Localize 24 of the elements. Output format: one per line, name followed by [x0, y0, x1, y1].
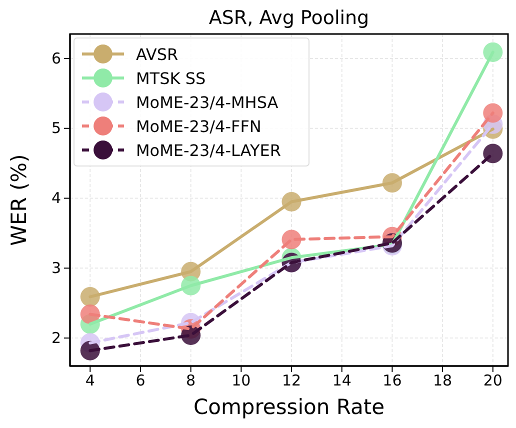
x-tick-label: 6	[136, 372, 146, 390]
legend-label: MTSK SS	[136, 69, 206, 88]
x-tick-label: 18	[433, 372, 452, 390]
x-tick-label: 12	[282, 372, 302, 390]
y-axis-title: WER (%)	[7, 154, 31, 246]
y-tick-label: 3	[51, 258, 61, 277]
y-tick-label: 5	[51, 119, 61, 138]
legend-label: MoME-23/4-LAYER	[136, 141, 281, 160]
x-tick-label: 20	[483, 372, 502, 390]
x-tick-label: 10	[232, 372, 251, 390]
y-tick-label: 2	[51, 328, 61, 347]
chart-title: ASR, Avg Pooling	[208, 7, 370, 29]
x-tick-label: 16	[382, 372, 402, 390]
x-tick-label: 8	[186, 372, 196, 390]
x-axis-title: Compression Rate	[193, 395, 385, 419]
point	[483, 103, 503, 123]
legend-label: AVSR	[136, 45, 178, 64]
y-tick-label: 6	[51, 49, 61, 68]
x-tick-label: 4	[85, 372, 95, 390]
point	[483, 144, 503, 164]
legend-label: MoME-23/4-MHSA	[136, 93, 278, 112]
y-tick-label: 4	[51, 189, 61, 208]
x-tick-label: 14	[332, 372, 352, 390]
legend-label: MoME-23/4-FFN	[136, 117, 262, 136]
